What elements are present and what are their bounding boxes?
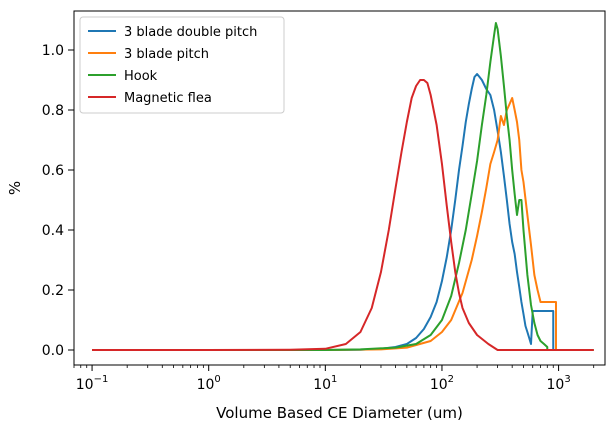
legend-label: 3 blade pitch [124, 47, 209, 62]
legend-label: 3 blade double pitch [124, 25, 257, 40]
y-axis-title: % [6, 181, 24, 195]
y-tick-label: 1.0 [42, 43, 64, 59]
y-axis-ticks: 0.0 0.2 0.4 0.6 0.8 1.0 [42, 43, 74, 359]
x-axis-title: Volume Based CE Diameter (um) [216, 404, 463, 422]
x-tick-label: 101 [313, 374, 337, 393]
x-axis-ticks: 10−1 100 101 102 103 [73, 365, 595, 393]
legend: 3 blade double pitch 3 blade pitch Hook Mag… [79, 16, 285, 114]
y-tick-label: 0.6 [42, 163, 64, 179]
x-tick-label: 102 [430, 374, 454, 393]
series-line-3 [92, 22, 594, 351]
x-tick-label: 10−1 [76, 374, 109, 393]
x-tick-label: 103 [546, 374, 570, 393]
legend-label: Hook [124, 69, 158, 84]
legend-box [79, 16, 285, 114]
series-lines [92, 22, 594, 351]
y-tick-label: 0.4 [42, 223, 64, 239]
series-line-4 [92, 79, 594, 351]
x-tick-label: 100 [197, 374, 221, 393]
y-tick-label: 0.8 [42, 103, 64, 119]
y-tick-label: 0.0 [42, 343, 64, 359]
legend-label: Magnetic flea [124, 91, 212, 106]
series-line-2 [92, 97, 594, 351]
axes-frame [73, 10, 606, 366]
y-tick-label: 0.2 [42, 283, 64, 299]
